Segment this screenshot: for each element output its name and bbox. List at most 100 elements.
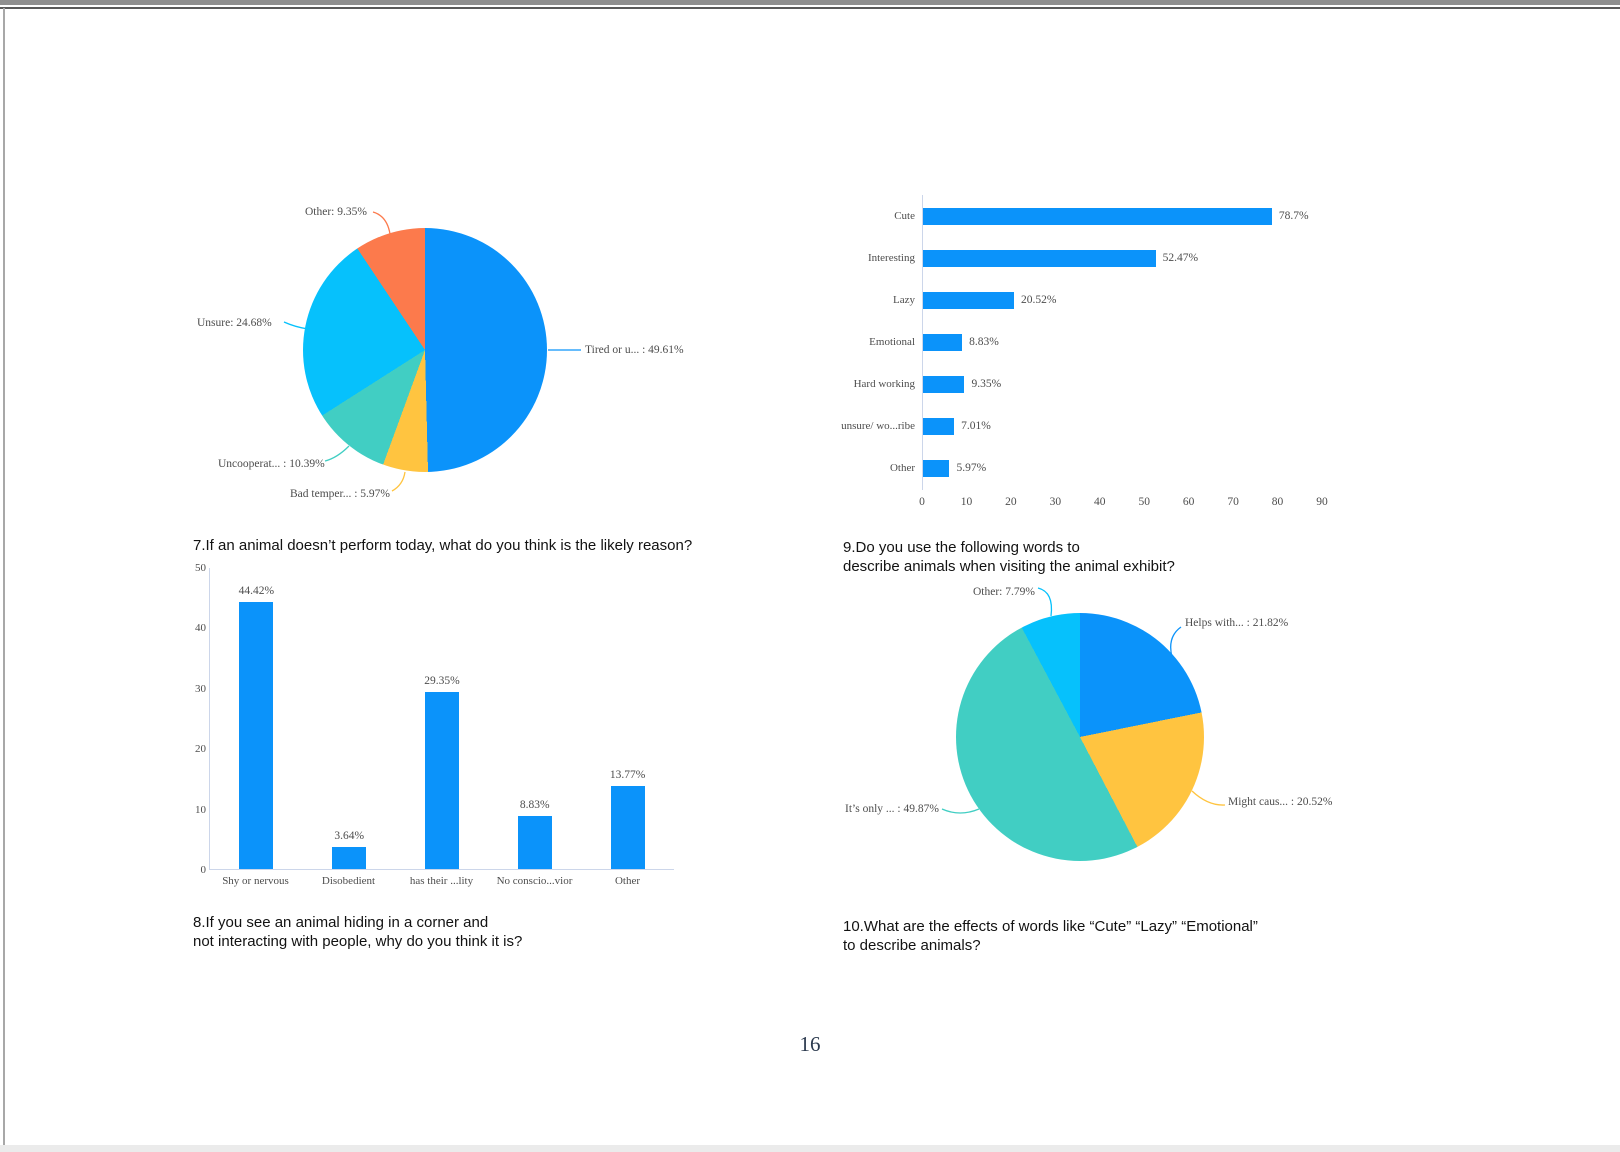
hbar-x-tick: 30 [1049, 496, 1062, 508]
vbar-bar [239, 601, 274, 869]
question-7-line1: 7.If an animal doesn’t perform today, wh… [193, 537, 693, 554]
hbar-bar [923, 207, 1272, 225]
page-bottom-strip [0, 1145, 1620, 1152]
hbar-row: 78.7% [923, 195, 1322, 237]
hbar-row: 7.01% [923, 405, 1322, 447]
vbar-category-label: No conscio...vior [496, 875, 573, 887]
hbar-x-tick: 50 [1138, 496, 1150, 508]
question-8-line2: not interacting with people, why do you … [193, 933, 523, 950]
hbar-category-label: Hard working [853, 378, 915, 390]
vbar-bar [332, 847, 367, 869]
hbar-value-label: 52.47% [1162, 252, 1199, 264]
vbar-column: 8.83% [488, 568, 581, 869]
hbar-bar [923, 249, 1156, 267]
hbar-x-tick: 0 [919, 496, 925, 508]
question-10: 10.What are the effects of words like “C… [843, 917, 1258, 955]
vbar-value-label: 8.83% [519, 798, 550, 811]
question-7: 7.If an animal doesn’t perform today, wh… [193, 536, 692, 555]
hbar-value-label: 5.97% [956, 462, 987, 474]
q7-pie [303, 228, 547, 472]
hbar-category-label: unsure/ wo...ribe [841, 420, 915, 432]
question-9-line2: describe animals when visiting the anima… [843, 558, 1175, 575]
vbar-y-tick: 30 [195, 682, 206, 695]
leader-line-helps-icon [1170, 626, 1182, 658]
question-10-line2: to describe animals? [843, 937, 981, 954]
hbar-bar [923, 417, 955, 435]
vbar-column: 29.35% [396, 568, 489, 869]
q7-pie-label-tired: Tired or u... : 49.61% [585, 344, 684, 356]
vbar-y-tick: 40 [195, 622, 206, 635]
hbar-value-label: 7.01% [961, 420, 991, 432]
hbar-category-label: Interesting [867, 252, 915, 264]
hbar-bar [923, 459, 950, 477]
vbar-category-label: Shy or nervous [222, 875, 289, 887]
hbar-value-label: 78.7% [1278, 210, 1309, 222]
question-10-line1: 10.What are the effects of words like “C… [843, 918, 1258, 935]
q7-pie-label-uncooperative: Uncooperat... : 10.39% [218, 458, 325, 470]
q10-pie-chart: Other: 7.79% Helps with... : 21.82% Migh… [840, 578, 1380, 918]
vbar-column: 13.77% [581, 568, 674, 869]
vbar-y-tick: 10 [195, 803, 206, 816]
vbar-y-tick: 50 [195, 562, 206, 574]
q10-pie-label-helps: Helps with... : 21.82% [1185, 617, 1289, 629]
q10-pie [956, 613, 1204, 861]
leader-line-other-icon [372, 211, 391, 235]
hbar-x-tick: 20 [1005, 496, 1017, 508]
hbar-value-label: 9.35% [971, 378, 1002, 390]
question-8: 8.If you see an animal hiding in a corne… [193, 913, 522, 951]
window-top-bar [0, 0, 1620, 5]
vbar-y-tick: 20 [195, 743, 206, 756]
hbar-bar [923, 291, 1014, 309]
vbar-value-label: 44.42% [238, 584, 275, 597]
hbar-bar [923, 333, 963, 351]
hbar-bar [923, 375, 965, 393]
hbar-rows: 78.7% 52.47% 20.52% 8.83% 9.35% 7.01% 5.97% [922, 195, 1322, 490]
question-9-line1: 9.Do you use the following words to [843, 539, 1080, 556]
vbar-column: 44.42% [210, 568, 303, 869]
hbar-x-tick: 80 [1271, 496, 1284, 508]
hbar-x-tick: 40 [1094, 496, 1106, 508]
hbar-row: 8.83% [923, 321, 1322, 363]
hbar-category-label: Emotional [869, 336, 915, 348]
question-9: 9.Do you use the following words to desc… [843, 538, 1175, 576]
q7-pie-label-other: Other: 9.35% [305, 206, 367, 218]
vbar-bar [424, 692, 459, 869]
q10-pie-label-might-cause: Might caus... : 20.52% [1228, 796, 1333, 808]
hbar-x-tick: 90 [1316, 496, 1328, 508]
q8-bar-chart: 50 40 30 20 10 0 44.42% 3.64% 29.35% 8.83% 13.77%… [193, 560, 705, 900]
q7-pie-label-unsure: Unsure: 24.68% [197, 317, 272, 329]
vbar-category-label: has their ...lity [409, 875, 474, 887]
leader-line-uncooperative-icon [324, 445, 350, 462]
vbar-bar [517, 815, 552, 869]
vbar-bar [610, 786, 645, 869]
hbar-x-tick: 10 [960, 496, 973, 508]
leader-line-bad-temper-icon [391, 471, 406, 492]
hbar-x-tick: 70 [1227, 496, 1239, 508]
hbar-row: 5.97% [923, 447, 1322, 489]
vbar-x-labels: Shy or nervous Disobedient has their ...li… [209, 875, 674, 887]
hbar-category-labels: Cute Interesting Lazy Emotional Hard working… [838, 195, 922, 489]
hbar-value-label: 8.83% [969, 336, 999, 348]
hbar-row: 52.47% [923, 237, 1322, 279]
vbar-category-label: Other [614, 875, 641, 887]
vbar-value-label: 29.35% [424, 675, 460, 688]
vbar-column: 3.64% [303, 568, 396, 869]
vbar-value-label: 13.77% [609, 769, 646, 782]
vbar-plot: 44.42% 3.64% 29.35% 8.83% 13.77% [209, 568, 674, 870]
hbar-category-label: Lazy [893, 294, 915, 306]
hbar-category-label: Cute [894, 210, 915, 222]
leader-line-its-only-icon [941, 808, 980, 814]
page-left-border [3, 8, 5, 1152]
hbar-row: 9.35% [923, 363, 1322, 405]
question-8-line1: 8.If you see an animal hiding in a corne… [193, 914, 489, 931]
q7-pie-label-bad-temper: Bad temper... : 5.97% [290, 488, 390, 500]
q9-bar-chart: Cute Interesting Lazy Emotional Hard working… [838, 195, 1358, 520]
vbar-value-label: 3.64% [334, 830, 365, 843]
leader-line-other-icon [1037, 587, 1053, 617]
hbar-row: 20.52% [923, 279, 1322, 321]
leader-line-might-cause-icon [1191, 790, 1226, 806]
q7-pie-chart: Other: 9.35% Unsure: 24.68% Uncooperat..… [185, 190, 705, 520]
hbar-category-label: Other [889, 462, 915, 474]
vbar-category-label: Disobedient [321, 875, 376, 887]
